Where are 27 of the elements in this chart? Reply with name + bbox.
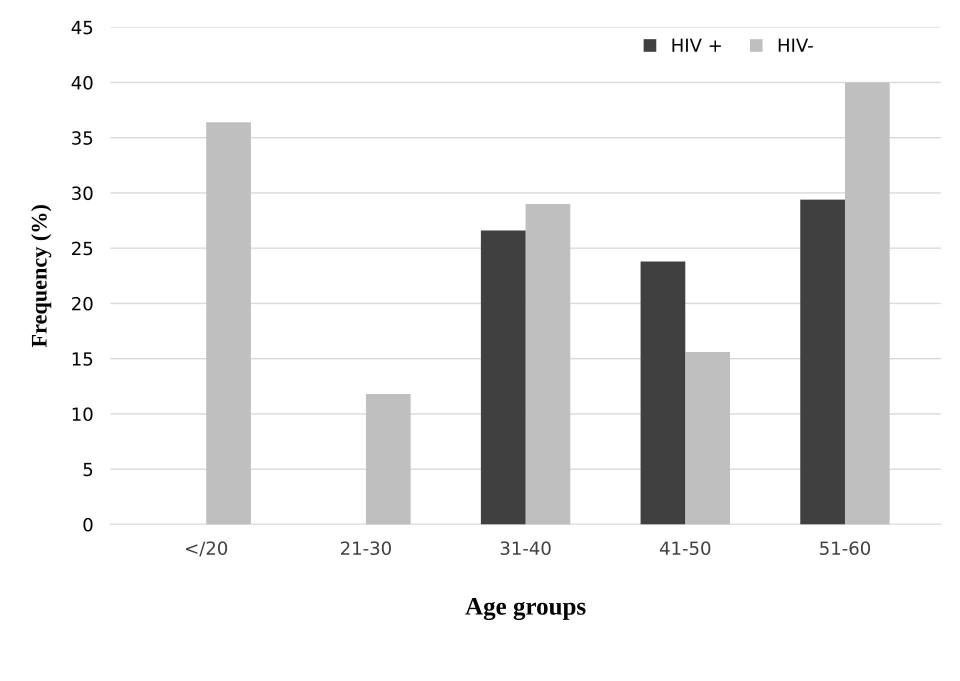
legend-label: HIV + [672, 38, 721, 52]
y-tick-label: 35 [72, 131, 92, 145]
bar [800, 200, 845, 524]
y-tick-label: 30 [72, 186, 93, 200]
x-tick-label: 21-30 [341, 541, 391, 556]
y-tick-label: 40 [72, 76, 93, 90]
y-tick-label: 20 [72, 296, 93, 311]
y-tick-label: 25 [72, 242, 92, 256]
bar [685, 352, 730, 524]
bar [480, 230, 526, 524]
y-tick-label: 10 [72, 407, 93, 422]
x-tick-label: 51-60 [820, 541, 870, 556]
y-tick-label: 5 [84, 462, 92, 476]
bar [844, 82, 890, 524]
x-axis-title: Age groups [465, 598, 586, 620]
x-tick-label: </20 [186, 541, 228, 556]
y-tick-label: 15 [72, 352, 92, 366]
legend-label: HIV- [778, 38, 813, 52]
x-tick-label: 31-40 [500, 541, 551, 556]
y-tick-label: 0 [83, 518, 93, 532]
bar [526, 204, 570, 524]
x-tick-label: 41-50 [660, 541, 710, 556]
bar [206, 122, 251, 524]
y-axis-title: Frequency (%) [31, 205, 52, 348]
bar [640, 261, 686, 524]
bar [366, 394, 411, 524]
y-tick-label: 45 [72, 20, 92, 34]
